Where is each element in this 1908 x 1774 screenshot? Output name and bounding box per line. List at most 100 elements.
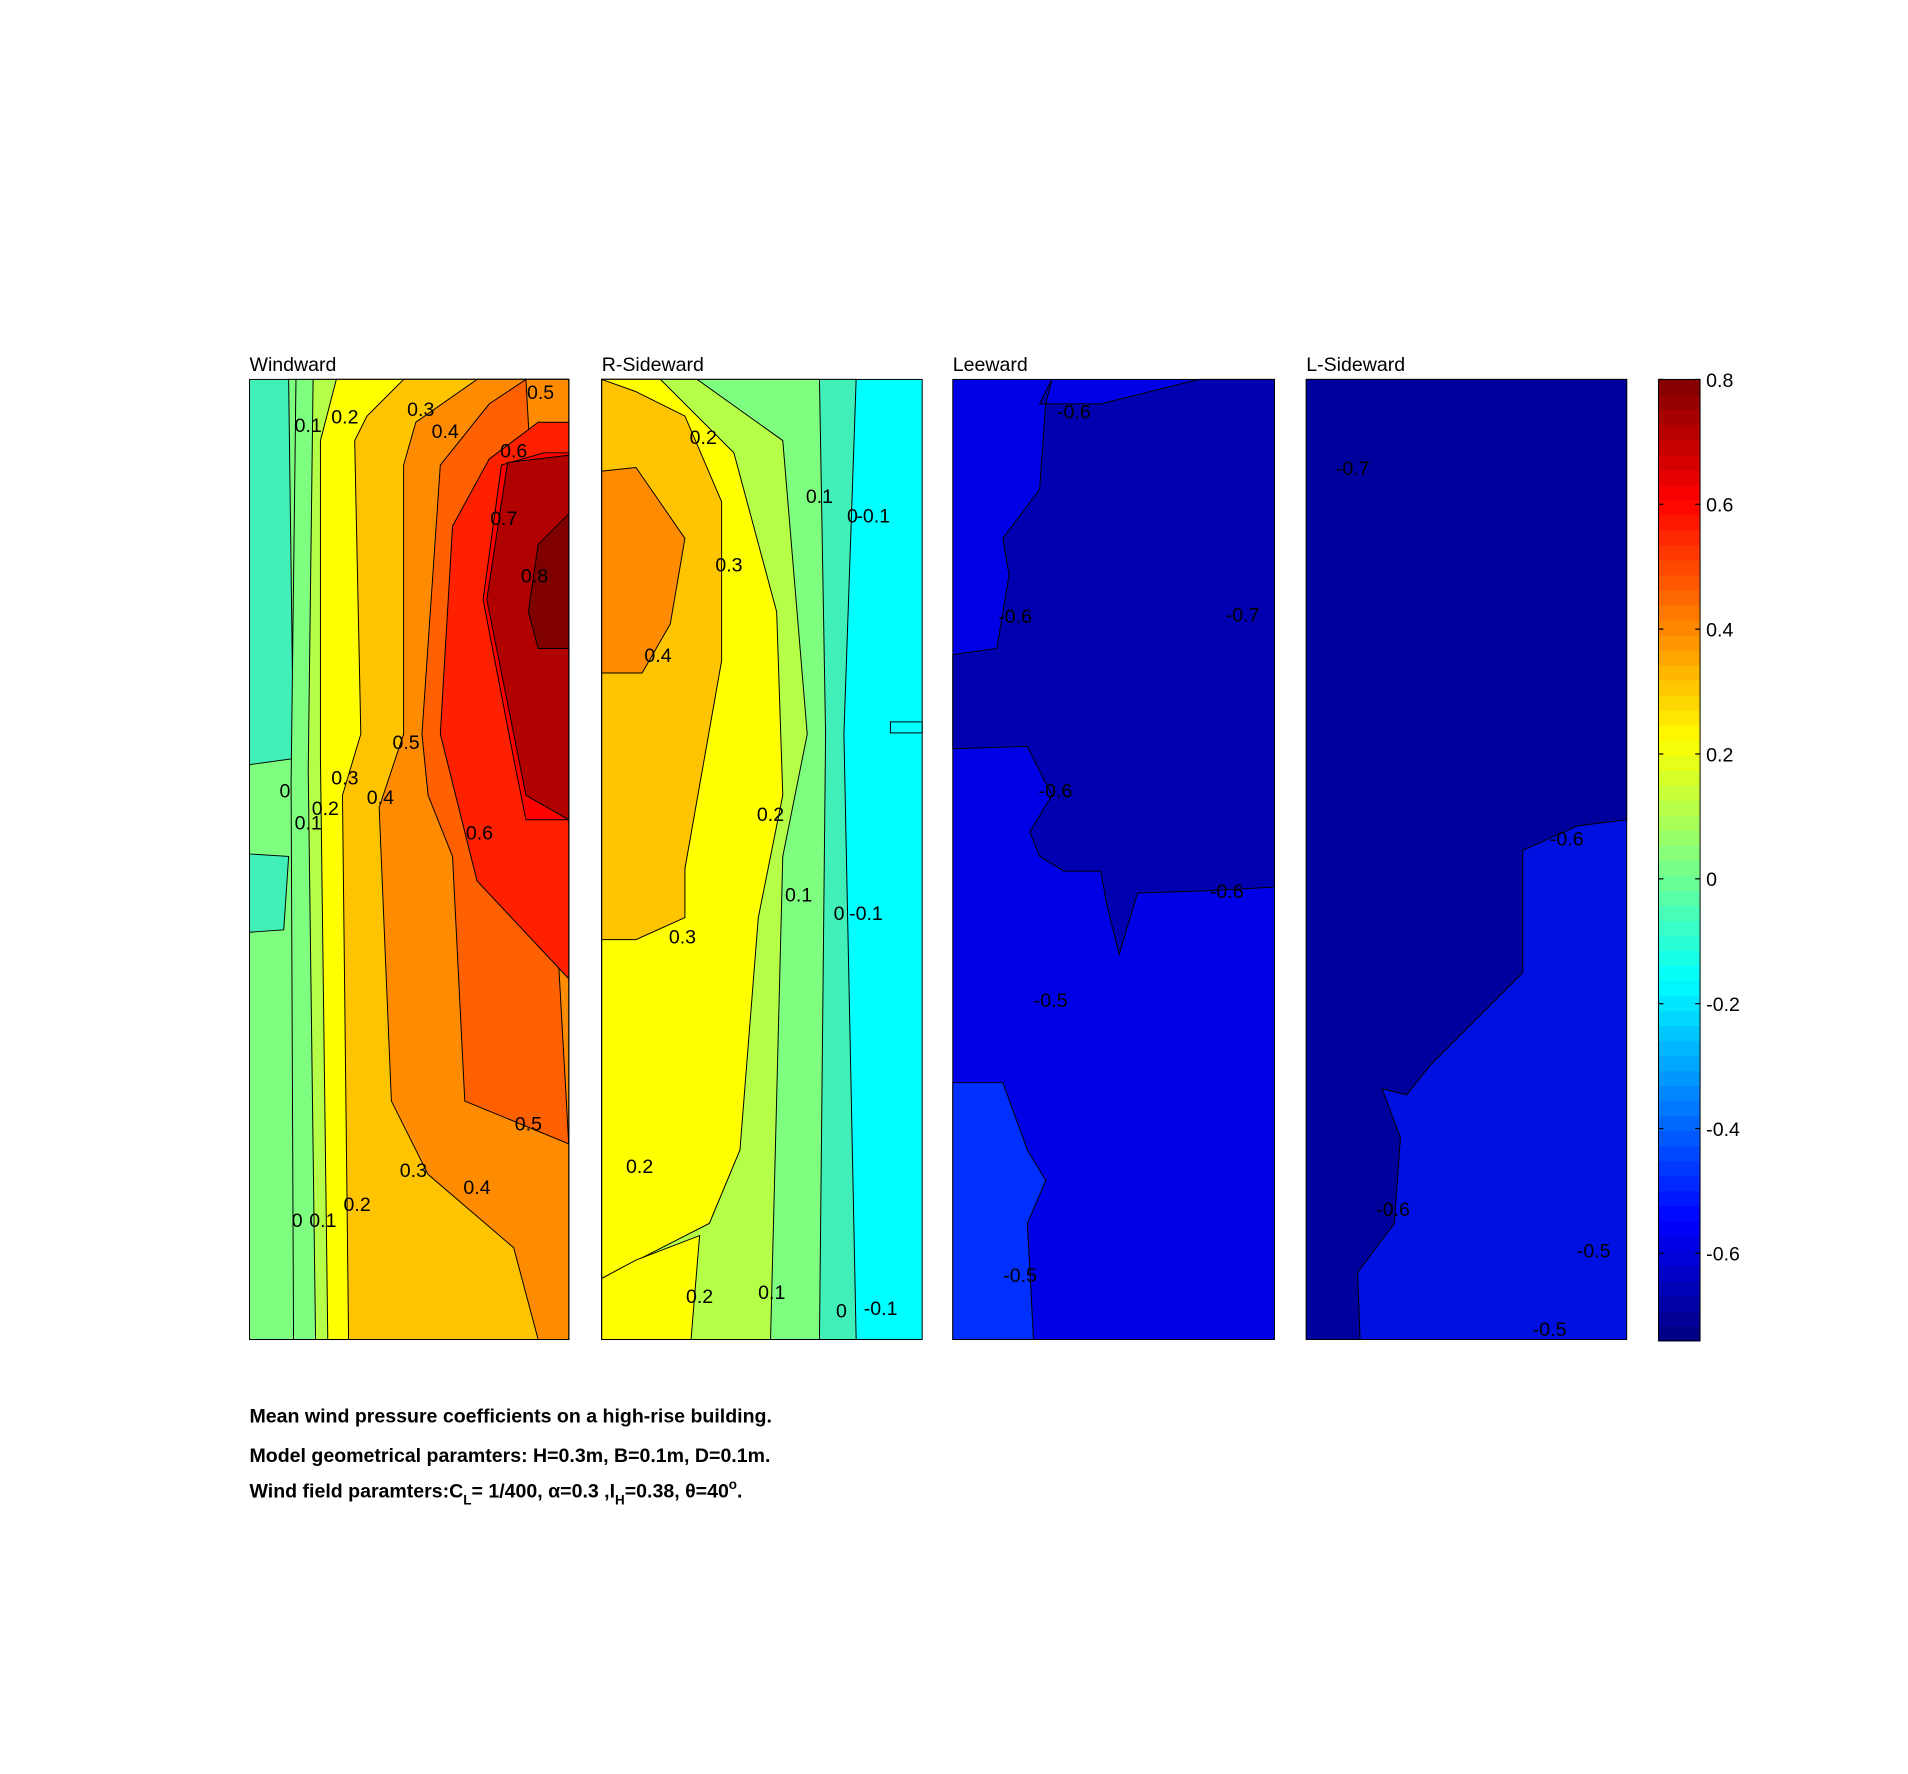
colorbar-cell <box>1658 694 1701 711</box>
contour-label: -0.1 <box>856 506 890 528</box>
caption-line: Wind field paramters:CL= 1/400, α=0.3 ,I… <box>250 1477 743 1508</box>
contour-label: 0.4 <box>432 421 459 443</box>
colorbar-cell <box>1658 965 1701 981</box>
colorbar-cell <box>1658 499 1701 516</box>
caption-text: Wind field paramters:C <box>250 1480 464 1502</box>
contour-label: 0.2 <box>344 1194 371 1216</box>
panel-r-sideward <box>601 378 923 1341</box>
contour-label: 0.4 <box>644 645 671 667</box>
panel-title: Leeward <box>953 354 1028 376</box>
contour-label: -0.1 <box>864 1298 898 1320</box>
contour-label: 0 <box>280 781 291 803</box>
colorbar-cell <box>1658 679 1701 696</box>
contour-label: 0.1 <box>785 885 812 907</box>
colorbar-cell <box>1658 875 1701 891</box>
contour-label: 0.1 <box>806 486 833 508</box>
contour-label: -0.6 <box>1039 781 1073 803</box>
colorbar-frame <box>1658 378 1701 1342</box>
panel-title: L-Sideward <box>1306 354 1405 376</box>
colorbar-cell <box>1658 484 1701 501</box>
colorbar-cell <box>1658 709 1701 726</box>
caption-line: Mean wind pressure coefficients on a hig… <box>250 1406 772 1428</box>
colorbar-cell <box>1658 424 1701 441</box>
contour-label: 0.4 <box>463 1177 490 1199</box>
colorbar-cell <box>1658 619 1701 636</box>
contour-label: 0 <box>847 506 858 528</box>
colorbar-cell <box>1658 754 1701 771</box>
contour-label: 0.6 <box>466 822 493 844</box>
colorbar-cell <box>1658 920 1701 936</box>
colorbar-cell <box>1658 1295 1701 1312</box>
caption-line: Model geometrical paramters: H=0.3m, B=0… <box>250 1445 771 1467</box>
colorbar-cell <box>1658 379 1701 396</box>
contour-label: 0 <box>836 1301 847 1323</box>
colorbar-cell <box>1658 394 1701 411</box>
contour-label: 0.1 <box>295 813 322 835</box>
contour-label: 0.3 <box>669 926 696 948</box>
colorbar-cell <box>1658 1220 1701 1237</box>
contour-label: 0.8 <box>521 565 548 587</box>
colorbar-cell <box>1658 1040 1701 1057</box>
colorbar-cell <box>1658 1025 1701 1042</box>
contour-label: 0.7 <box>490 508 517 530</box>
colorbar-cell <box>1658 1250 1701 1267</box>
colorbar-cell <box>1658 1070 1701 1087</box>
colorbar-cell <box>1658 1265 1701 1282</box>
colorbar-cell <box>1658 980 1701 997</box>
colorbar-cell <box>1658 890 1701 906</box>
contour-label: -0.7 <box>1336 458 1370 480</box>
contour-labels: 0.1 0.2 0.30.40.50.60.70.80.500.30.10.20.4… <box>280 382 1611 1341</box>
colorbar-cell <box>1658 439 1701 456</box>
contour-label: 0 <box>834 903 845 925</box>
contour-label: -0.6 <box>1210 881 1244 903</box>
contour-label: 0.1 <box>295 415 322 437</box>
caption-text: . <box>737 1480 742 1502</box>
colorbar-cell <box>1658 1205 1701 1222</box>
colorbar-cell <box>1658 604 1701 621</box>
colorbar-cell <box>1658 905 1701 921</box>
contour-label: 0.3 <box>407 399 434 421</box>
caption-text: = 1/400, α=0.3 ,I <box>472 1480 616 1502</box>
contour-label: -0.1 <box>849 903 883 925</box>
colorbar-cell <box>1658 1310 1701 1327</box>
colorbar-cell <box>1658 1010 1701 1027</box>
contour-label: 0.5 <box>515 1113 542 1135</box>
colorbar-tick-label: 0.2 <box>1706 744 1733 766</box>
colorbar-cell <box>1658 1145 1701 1162</box>
contour-label: 0.5 <box>392 732 419 754</box>
contour-label: 0.3 <box>400 1160 427 1182</box>
contour-label: -0.6 <box>1057 402 1091 424</box>
contour-label: 0.2 <box>690 427 717 449</box>
colorbar-tick-label: -0.6 <box>1706 1244 1740 1266</box>
panel-title: R-Sideward <box>602 354 704 376</box>
contour-label: 0.2 <box>331 406 358 428</box>
colorbar-tick-label: 0.8 <box>1706 370 1733 392</box>
colorbar-tick-label: -0.2 <box>1706 994 1740 1016</box>
colorbar-tick-label: 0.4 <box>1706 619 1733 641</box>
colorbar-cell <box>1658 664 1701 681</box>
contour-label: 0.4 <box>367 787 394 809</box>
subscript: L <box>463 1493 471 1508</box>
colorbar-cell <box>1658 544 1701 561</box>
colorbar-cell <box>1658 815 1701 831</box>
panel-leeward <box>952 378 1275 1341</box>
colorbar-cell <box>1658 784 1701 801</box>
contour-label: 0.2 <box>757 804 784 826</box>
colorbar-cell <box>1658 1175 1701 1192</box>
colorbar-cell <box>1658 1085 1701 1102</box>
contour-label: -0.5 <box>1034 990 1068 1012</box>
colorbar-cell <box>1658 950 1701 966</box>
colorbar-cell <box>1658 995 1701 1012</box>
colorbar-cell <box>1658 469 1701 486</box>
colorbar-cell <box>1658 649 1701 666</box>
colorbar-cell <box>1658 739 1701 756</box>
contour-label: 0.1 <box>758 1282 785 1304</box>
superscript: o <box>729 1477 737 1492</box>
colorbar-cell <box>1658 800 1701 816</box>
colorbar-tick-label: 0.6 <box>1706 495 1733 517</box>
colorbar-cell <box>1658 1325 1701 1342</box>
colorbar-cell <box>1658 860 1701 876</box>
contour-label: -0.5 <box>1577 1241 1611 1263</box>
contour-label: -0.6 <box>1376 1199 1410 1221</box>
colorbar-cell <box>1658 724 1701 741</box>
